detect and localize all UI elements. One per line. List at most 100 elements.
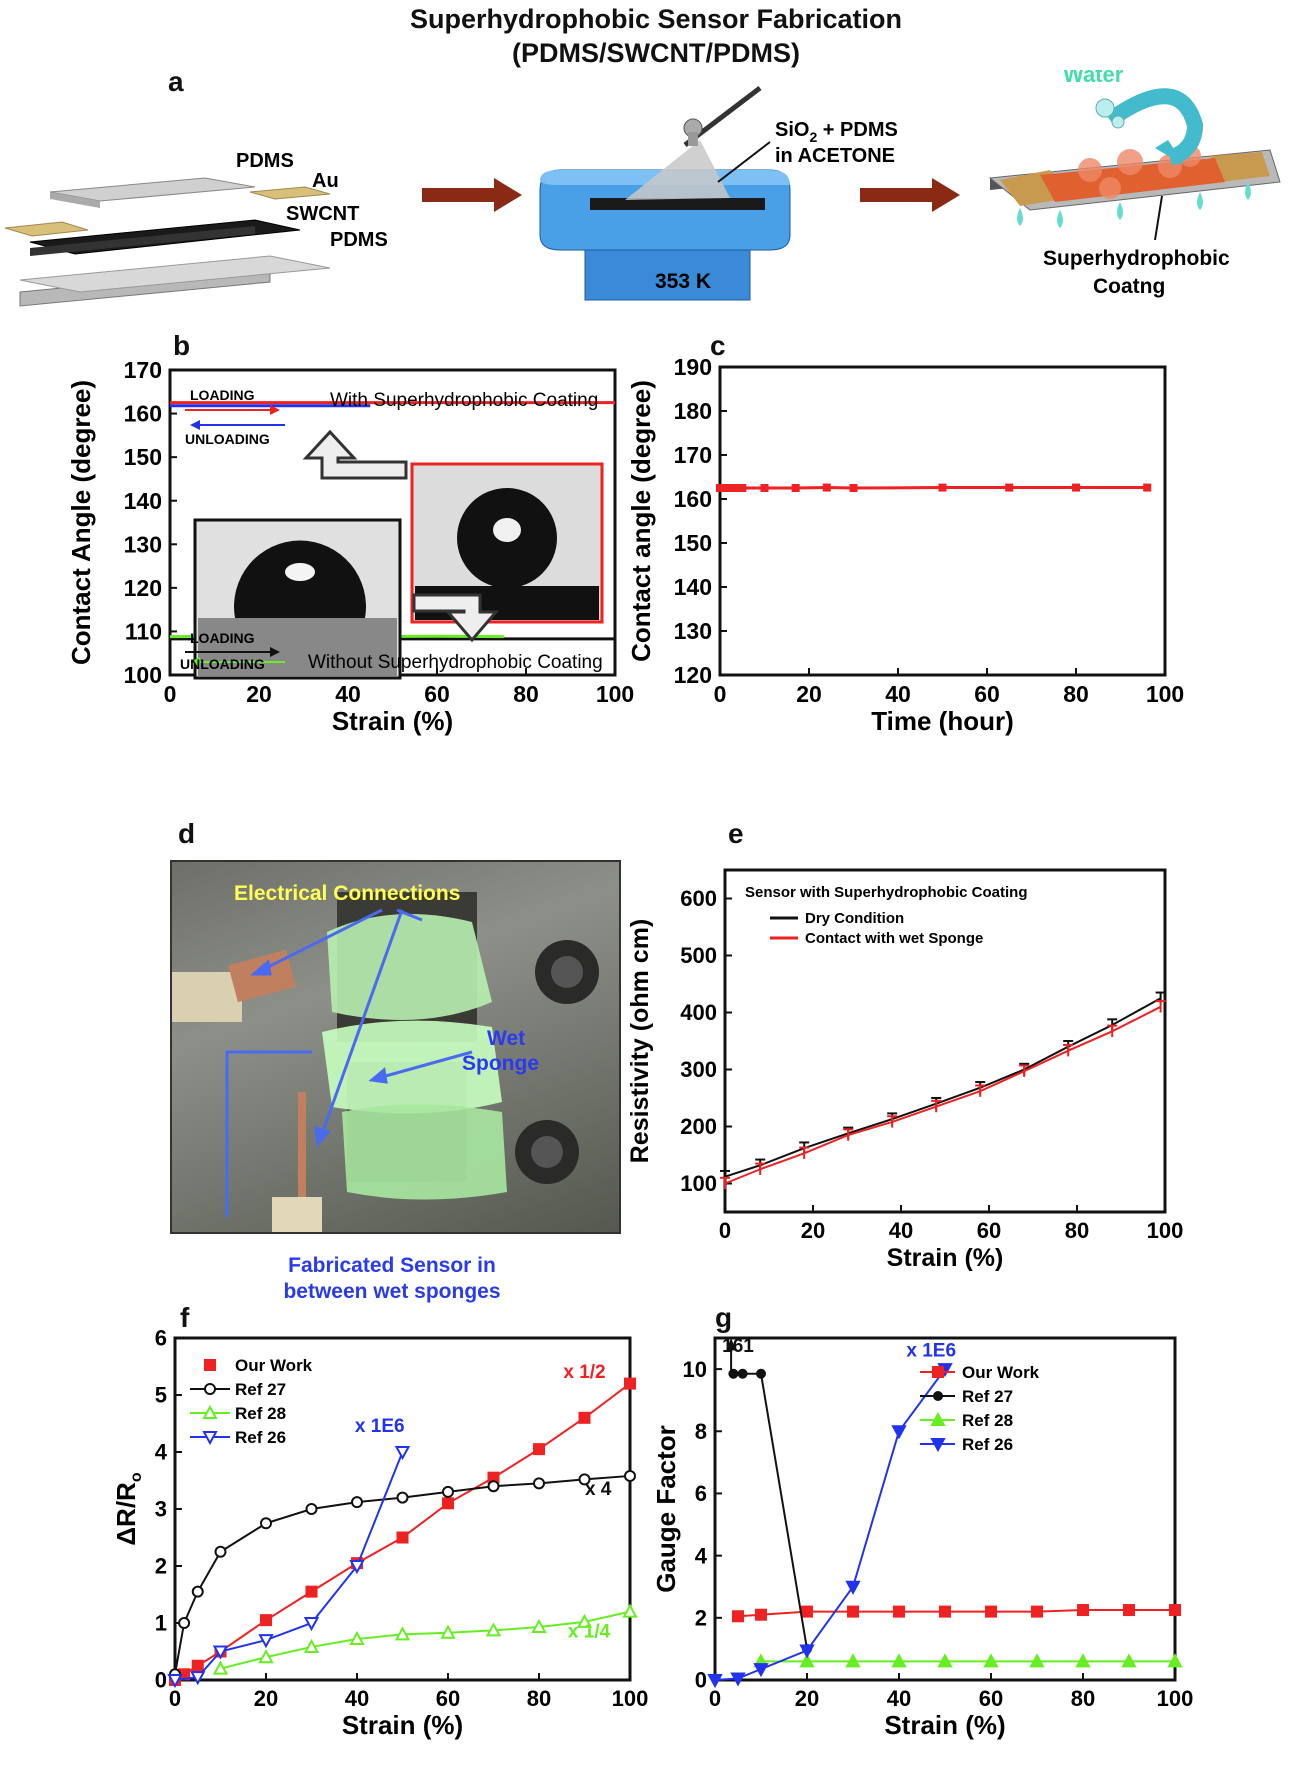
data-point: [1143, 483, 1152, 492]
x-tick-label: 80: [1071, 1686, 1095, 1711]
x-tick-label: 40: [887, 1686, 911, 1711]
data-point: [1077, 1604, 1089, 1617]
y-tick-label: 400: [680, 1000, 717, 1025]
y-tick-label: 6: [155, 1326, 167, 1351]
pdms-top-edge: [50, 192, 100, 208]
data-point: [440, 1624, 456, 1639]
substrate-uncoated: [198, 618, 397, 676]
y-tick-label: 170: [674, 442, 712, 468]
y-tick-label: 120: [674, 662, 712, 688]
data-point: [845, 1580, 861, 1595]
legend-marker: [930, 1411, 946, 1426]
label-wet-sponge-line1: Wet: [487, 1027, 526, 1050]
legend-label: Our Work: [962, 1363, 1040, 1382]
spray-label-line2: in ACETONE: [775, 145, 895, 167]
y-axis-label: Contact Angle (degree): [66, 380, 96, 665]
x-tick-label: 40: [345, 1686, 369, 1711]
plot-frame: [718, 365, 1167, 677]
legend-label: Ref 28: [962, 1411, 1013, 1430]
legend-label: Our Work: [235, 1356, 313, 1375]
x-tick-label: 60: [977, 1218, 1001, 1243]
data-point: [1169, 1604, 1181, 1617]
data-point: [349, 1560, 365, 1575]
data-point: [303, 1617, 320, 1632]
plot-frame: [723, 868, 1167, 1214]
annotation-label: x 1/2: [563, 1362, 605, 1383]
data-point: [760, 484, 769, 492]
photo-pointer-arrows: [225, 908, 473, 1217]
series-line: [174, 1474, 631, 1675]
data-point: [1005, 483, 1014, 492]
data-point: [1029, 1653, 1045, 1668]
chart-g-gauge-factor: 0 20 40 60 80 100 0 2 4 6 8 10 Strain (%) Gauge Facto…: [651, 1336, 1193, 1740]
y-tick-label: 300: [680, 1057, 717, 1082]
top-loading-arrowhead: [270, 405, 280, 415]
data-point: [260, 1517, 272, 1530]
y-tick-label: 8: [695, 1419, 707, 1444]
x-axis-label: Strain (%): [884, 1710, 1005, 1740]
layer-label-pdms-top: PDMS: [236, 150, 294, 172]
arrow-down-icon: [412, 593, 500, 643]
y-axis-label: Gauge Factor: [651, 1425, 681, 1593]
droplet-highlight-icon: [493, 518, 521, 542]
legend-marker: [202, 1404, 218, 1419]
data-point: [728, 1368, 739, 1379]
arrow-up-icon: [302, 429, 408, 480]
x-tick-label: 100: [612, 1686, 649, 1711]
data-point: [938, 483, 947, 492]
legend-label: Ref 27: [962, 1387, 1013, 1406]
y-tick-label: 0: [155, 1668, 167, 1693]
y-tick-label: 6: [695, 1481, 707, 1506]
figure-title-line2: (PDMS/SWCNT/PDMS): [512, 38, 800, 68]
label-electrical-connections: Electrical Connections: [234, 882, 461, 905]
data-point: [305, 1503, 318, 1515]
data-point: [394, 1626, 411, 1641]
x-tick-label: 60: [436, 1686, 460, 1711]
coating-pointer: [1154, 195, 1163, 241]
data-point: [753, 1663, 769, 1678]
series-line: [174, 1451, 404, 1681]
au-electrode-right: [249, 186, 331, 200]
x-tick-label: 100: [1147, 1218, 1184, 1243]
y-tick-label: 0: [695, 1668, 707, 1693]
data-point: [624, 1377, 636, 1390]
y-tick-label: 110: [125, 618, 162, 644]
top-unloading-label: UNLOADING: [185, 431, 270, 447]
x-tick-label: 20: [795, 1686, 819, 1711]
y-tick-label: 10: [683, 1357, 707, 1382]
y-tick-label: 120: [124, 575, 162, 601]
data-point: [707, 1674, 723, 1689]
data-point: [733, 484, 742, 492]
series-our-work: [732, 1604, 1181, 1623]
fabrication-schematic: PDMS Au SWCNT PDMS 353 K SiO2 + PDMS in …: [4, 70, 1281, 307]
data-point: [533, 1443, 545, 1456]
x-axis-label: Strain (%): [342, 1710, 463, 1740]
process-arrow-1: [422, 178, 522, 212]
legend-marker: [204, 1359, 216, 1371]
data-point: [791, 484, 800, 492]
x-tick-label: 20: [801, 1218, 825, 1243]
water-arrow-icon: [1095, 88, 1204, 166]
series-ref-28: [212, 1603, 638, 1675]
top-loading-label: LOADING: [190, 387, 255, 403]
y-axis-label: Contact angle (degree): [626, 380, 656, 662]
x-tick-label: 80: [513, 681, 539, 707]
data-point: [485, 1622, 502, 1637]
y-tick-label: 600: [680, 886, 717, 911]
sensor-setup-photo: Electrical Connections Wet Sponge: [170, 860, 621, 1234]
annotation-label: x 1/4: [568, 1621, 611, 1642]
data-point: [533, 1477, 545, 1490]
x-axis-label: Strain (%): [887, 1244, 1004, 1272]
legend-label: Dry Condition: [805, 910, 904, 927]
bottom-series-text: Without Superhydrophobic Coating: [308, 652, 603, 673]
data-point: [260, 1614, 272, 1627]
data-point: [167, 1674, 183, 1689]
top-series-text: With Superhydrophobic Coating: [330, 390, 598, 411]
data-point: [1031, 1605, 1043, 1618]
offscale-arrowhead: [726, 1338, 737, 1351]
y-tick-label: 190: [674, 354, 712, 380]
data-point: [487, 1471, 500, 1484]
y-tick-label: 180: [674, 398, 712, 424]
series-line: [724, 997, 1162, 1178]
data-point: [303, 1638, 320, 1653]
